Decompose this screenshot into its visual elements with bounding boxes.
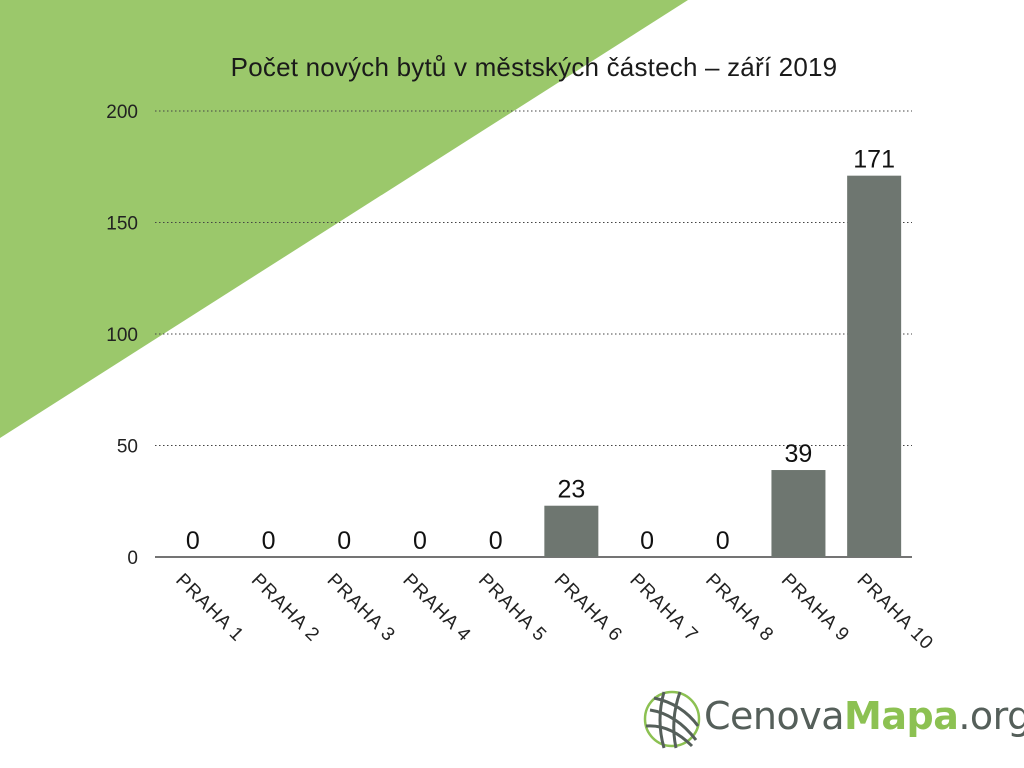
- y-tick-label: 150: [106, 214, 138, 235]
- x-tick-label: PRAHA 4: [398, 570, 475, 647]
- x-tick-label: PRAHA 1: [171, 570, 248, 647]
- x-tick-label: PRAHA 3: [323, 570, 400, 647]
- x-tick-label: PRAHA 9: [777, 570, 854, 647]
- data-label: 23: [557, 476, 585, 504]
- data-label: 39: [785, 440, 813, 468]
- x-tick-label: PRAHA 5: [474, 570, 551, 647]
- logo-text-mapa: Mapa: [844, 694, 959, 738]
- x-tick-label: PRAHA 7: [626, 570, 703, 647]
- data-label: 0: [716, 527, 730, 555]
- data-label: 0: [413, 527, 427, 555]
- data-label: 0: [337, 527, 351, 555]
- data-label: 0: [262, 527, 276, 555]
- y-tick-label: 200: [106, 102, 138, 123]
- x-tick-label: PRAHA 6: [550, 570, 627, 647]
- logo-wordmark: CenovaMapa.org: [704, 694, 1024, 738]
- globe-grid-icon: [643, 690, 701, 749]
- data-label: 171: [853, 146, 895, 174]
- bar: [847, 175, 902, 558]
- y-tick-label: 50: [117, 437, 138, 458]
- x-tick-label: PRAHA 10: [853, 570, 938, 655]
- cenovamapa-logo: CenovaMapa.org: [642, 684, 1024, 754]
- data-label: 0: [186, 527, 200, 555]
- bar: [771, 470, 826, 557]
- chart-title: Počet nových bytů v městských částech – …: [230, 52, 838, 82]
- y-tick-label: 100: [106, 325, 138, 346]
- data-label: 0: [640, 527, 654, 555]
- x-tick-label: PRAHA 2: [247, 570, 324, 647]
- y-tick-label: 0: [127, 548, 138, 569]
- bar: [544, 505, 599, 557]
- data-label: 0: [489, 527, 503, 555]
- x-tick-label: PRAHA 8: [701, 570, 778, 647]
- logo-text-cenova: Cenova: [704, 694, 845, 738]
- logo-text-org: .org: [958, 694, 1024, 738]
